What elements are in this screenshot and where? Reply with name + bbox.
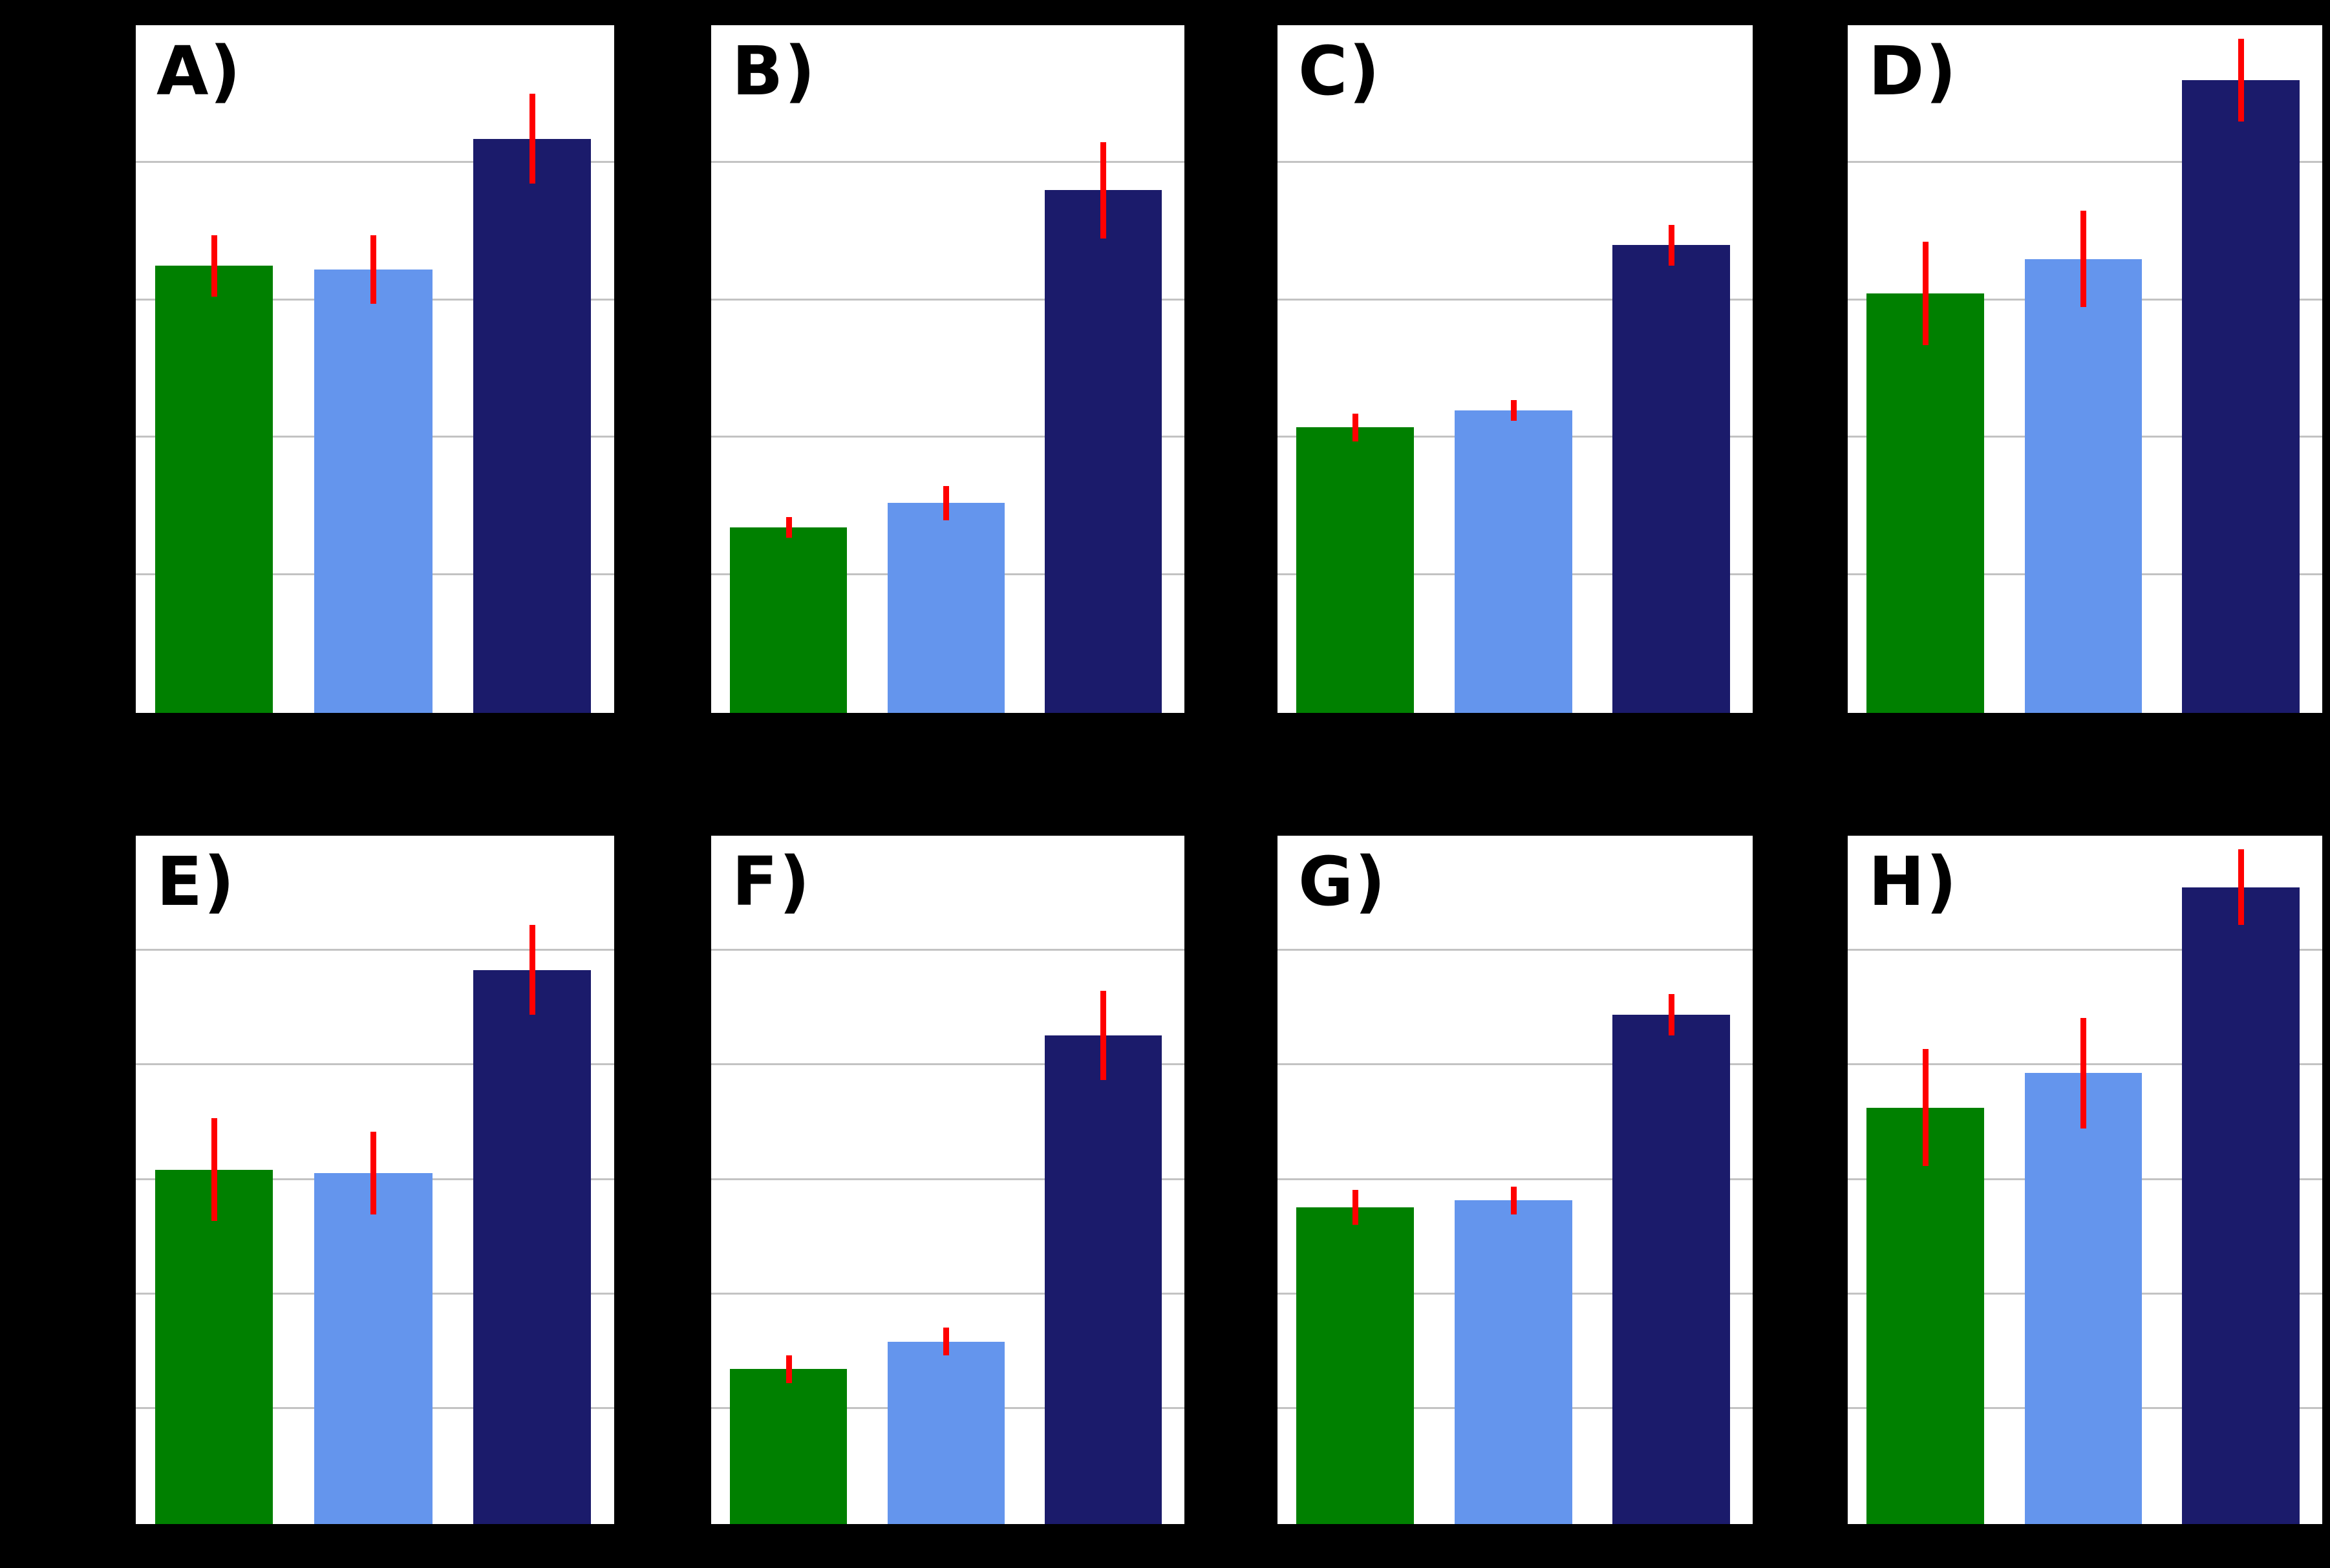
bar-dark-navy [2182,887,2300,1524]
bar-light-blue [2024,1073,2143,1524]
error-bar-green [211,1118,217,1222]
gridline [711,948,1184,951]
error-bar-green [1352,1190,1359,1225]
bar-light-blue [1455,410,1572,713]
bar-light-blue [1455,1200,1572,1524]
panel-G-label: G) [1298,842,1387,921]
panel-A-plot-area [136,25,614,713]
panel-F: F) [706,831,1190,1529]
panel-C: C) [1272,20,1758,718]
bar-dark-navy [1045,1035,1162,1524]
gridline [136,160,614,163]
error-bar-dark-navy [2238,39,2245,122]
gridline [136,948,614,951]
gridline [136,1063,614,1065]
panel-B-plot-area [711,25,1184,713]
gridline [711,436,1184,438]
error-bar-light-blue [2080,1018,2087,1128]
panel-F-label: F) [732,842,811,921]
gridline [1277,1178,1753,1180]
error-bar-green [786,1355,792,1383]
panel-B-label: B) [732,32,817,111]
bar-dark-navy [473,969,592,1524]
error-bar-green [1923,242,1929,345]
gridline [711,298,1184,301]
bar-green [1866,293,1984,713]
error-bar-dark-navy [529,94,536,184]
panel-H: H) [1843,831,2327,1529]
panel-C-plot-area [1277,25,1753,713]
gridline [711,1293,1184,1295]
error-bar-green [1923,1049,1929,1167]
bar-light-blue [314,269,433,713]
error-bar-light-blue [943,1328,950,1356]
bar-dark-navy [1612,1014,1730,1524]
bar-dark-navy [2182,80,2300,713]
gridline [1848,948,2322,951]
gridline [711,160,1184,163]
panel-D-label: D) [1868,32,1958,111]
panel-E-plot-area [136,836,614,1524]
error-bar-dark-navy [1100,990,1107,1081]
panel-E-label: E) [156,842,236,921]
panel-D-plot-area [1848,25,2322,713]
error-bar-green [1352,414,1359,441]
error-bar-dark-navy [1100,142,1107,238]
bar-green [730,1369,848,1524]
error-bar-light-blue [2080,211,2087,308]
panel-D: D) [1843,20,2327,718]
gridline [1848,160,2322,163]
gridline [711,1178,1184,1180]
panel-H-plot-area [1848,836,2322,1524]
bar-green [1866,1107,1984,1524]
gridline [1277,160,1753,163]
error-bar-dark-navy [529,925,536,1015]
bar-dark-navy [1045,190,1162,713]
panel-A: A) [131,20,619,718]
gridline [1277,1063,1753,1065]
bar-dark-navy [473,138,592,713]
bar-green [1296,427,1414,713]
bar-light-blue [2024,259,2143,713]
bar-dark-navy [1612,245,1730,713]
bar-green [1296,1207,1414,1524]
panel-A-label: A) [156,32,242,111]
bar-light-blue [888,1341,1005,1524]
bar-green [730,527,848,713]
panel-F-plot-area [711,836,1184,1524]
error-bar-light-blue [943,485,950,521]
gridline [1277,298,1753,301]
bar-light-blue [888,503,1005,713]
panel-G: G) [1272,831,1758,1529]
error-bar-light-blue [1510,399,1517,421]
error-bar-light-blue [370,1131,377,1214]
error-bar-dark-navy [1668,993,1674,1035]
gridline [711,1063,1184,1065]
panel-G-plot-area [1277,836,1753,1524]
error-bar-light-blue [1510,1187,1517,1214]
error-bar-light-blue [370,235,377,304]
bar-light-blue [314,1172,433,1524]
bar-green [155,266,273,713]
gridline [1277,948,1753,951]
panel-C-label: C) [1298,32,1381,111]
error-bar-green [211,235,217,297]
panel-E: E) [131,831,619,1529]
error-bar-dark-navy [2238,849,2245,926]
bar-green [155,1169,273,1524]
panel-B: B) [706,20,1190,718]
error-bar-dark-navy [1668,224,1674,266]
error-bar-green [786,516,792,538]
panel-H-label: H) [1868,842,1958,921]
